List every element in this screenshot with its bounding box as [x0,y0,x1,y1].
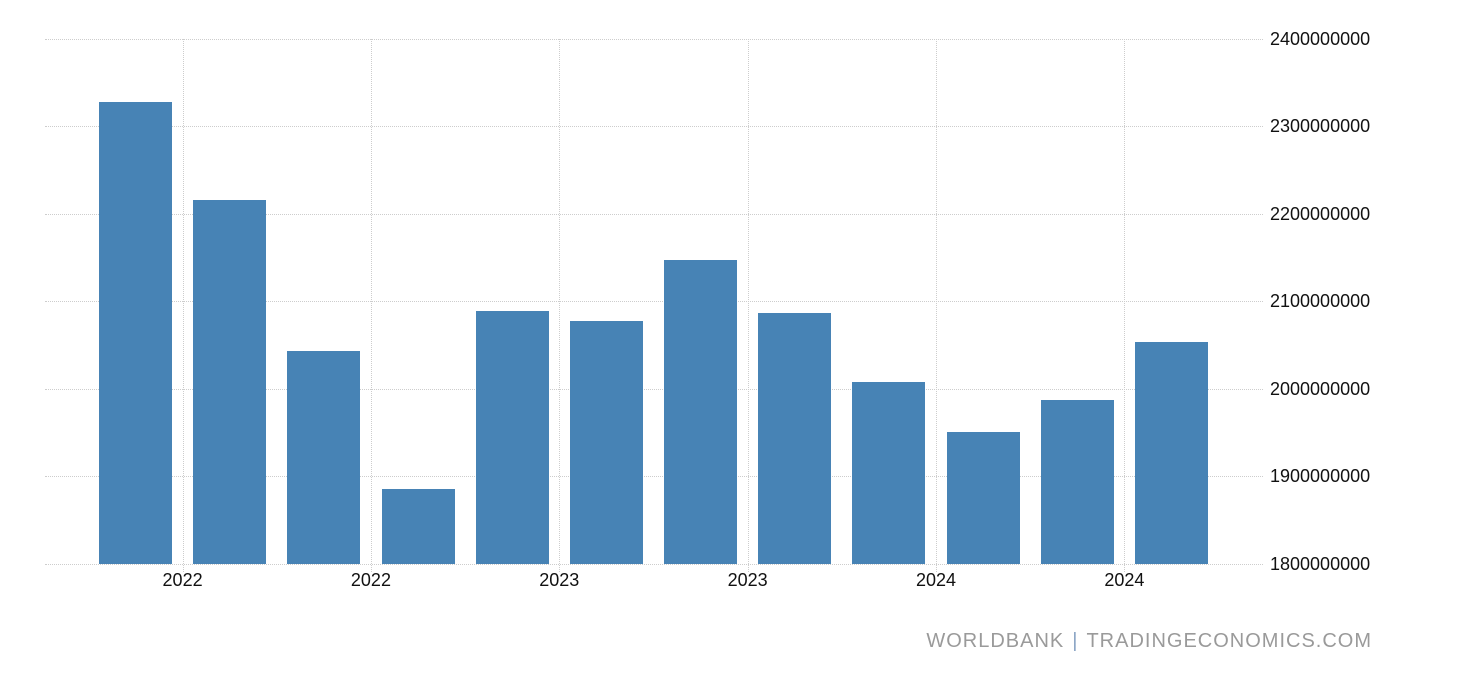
x-axis-tick-label: 2024 [1104,570,1145,590]
x-axis-tick-label: 2023 [727,570,768,590]
bar[interactable] [569,321,643,564]
x-axis-tick-label: 2022 [162,570,203,590]
y-gridline [45,126,1263,127]
y-gridline [45,301,1263,302]
bar[interactable] [946,432,1020,564]
y-gridline [45,38,1263,40]
x-gridline [747,38,749,572]
watermark-source: WORLDBANK [926,630,1065,652]
y-axis-tick-label: 2000000000 [1270,378,1371,399]
y-gridline [45,476,1263,477]
y-axis-tick-label: 1900000000 [1270,466,1371,486]
y-gridline [45,213,1263,215]
x-gridline [370,38,372,572]
bar[interactable] [1134,342,1208,564]
bar[interactable] [852,382,926,564]
watermark: WORLDBANK | TRADINGECONOMICS.COM [926,630,1372,653]
bar[interactable] [99,101,172,564]
x-gridline [559,38,561,572]
x-axis-tick-label: 2024 [915,570,957,590]
y-axis-tick-label: 2100000000 [1270,291,1371,311]
bar[interactable] [381,489,455,564]
y-axis-tick-label: 1800000000 [1270,553,1371,574]
y-axis-tick-label: 2400000000 [1270,28,1371,49]
bar[interactable] [664,259,738,564]
x-gridline [1124,38,1126,572]
y-gridline [45,388,1263,390]
x-gridline [936,38,938,572]
y-axis-tick-label: 2200000000 [1270,203,1371,224]
x-axis-tick-label: 2023 [539,570,580,590]
bar[interactable] [193,199,267,564]
watermark-separator: | [1072,630,1079,652]
watermark-site: TRADINGECONOMICS.COM [1086,630,1372,652]
x-gridline [182,38,184,572]
y-gridline [45,563,1263,565]
y-axis-tick-label: 2300000000 [1270,116,1371,136]
bar[interactable] [475,310,549,564]
x-axis-tick-label: 2022 [350,570,391,590]
bar[interactable] [287,350,361,564]
bar[interactable] [758,313,832,564]
bar[interactable] [1040,399,1114,564]
